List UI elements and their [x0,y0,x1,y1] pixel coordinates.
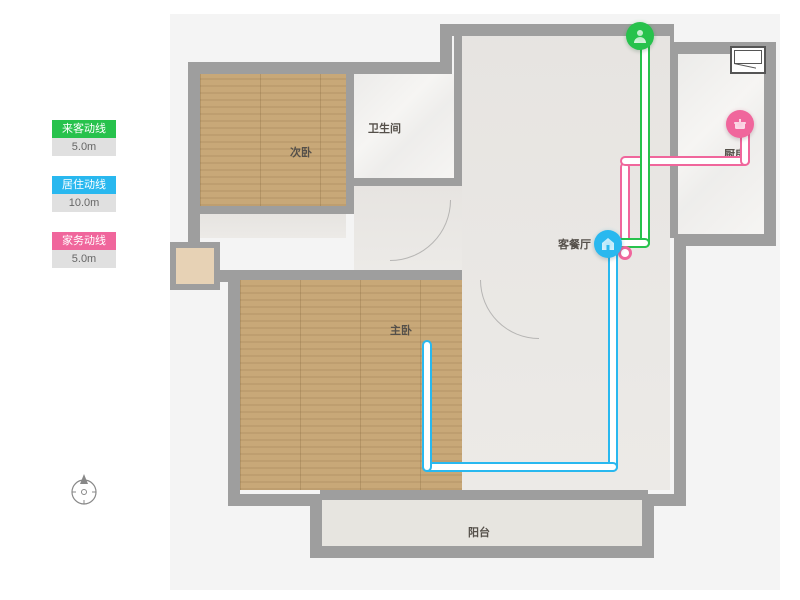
wall [670,54,678,238]
room-label-secondary-bedroom: 次卧 [290,144,312,160]
wall [674,234,686,504]
room-label-master-bedroom: 主卧 [390,322,412,338]
legend: 来客动线 5.0m 居住动线 10.0m 家务动线 5.0m [52,120,116,288]
room-kitchen: 厨房 [678,54,764,234]
legend-living-label: 居住动线 [52,176,116,194]
legend-housework-label: 家务动线 [52,232,116,250]
flow-guest [640,34,650,248]
wall [310,546,654,558]
room-master-bedroom: 主卧 [240,280,470,490]
legend-living-value: 10.0m [52,194,116,212]
legend-guest-value: 5.0m [52,138,116,156]
room-bathroom: 卫生间 [354,74,454,178]
pot-icon [726,110,754,138]
wall [188,206,354,214]
wall [228,270,240,506]
floorplan-canvas: 来客动线 5.0m 居住动线 10.0m 家务动线 5.0m [0,0,800,600]
compass-icon [68,470,100,506]
room-hallway-2 [200,214,346,238]
wall [228,494,322,506]
legend-guest-label: 来客动线 [52,120,116,138]
room-secondary-bedroom: 次卧 [200,74,346,206]
wall [674,234,776,246]
flow-living [422,340,432,472]
legend-housework: 家务动线 5.0m [52,232,116,268]
house-icon [594,230,622,258]
wall [320,490,648,500]
legend-living: 居住动线 10.0m [52,176,116,212]
room-balcony: 阳台 [322,500,642,546]
flow-living [608,242,618,472]
wall [454,36,462,186]
legend-housework-value: 5.0m [52,250,116,268]
floorplan: 次卧 卫生间 主卧 客餐厅 厨房 阳台 [170,14,780,590]
flow-living [422,462,618,472]
room-label-balcony: 阳台 [468,524,490,540]
wall-nook [170,242,220,290]
window-icon [730,46,766,74]
legend-guest: 来客动线 5.0m [52,120,116,156]
wall [346,178,462,186]
room-label-bathroom: 卫生间 [368,120,401,136]
room-label-living-dining: 客餐厅 [558,236,591,252]
wall [238,270,478,280]
wall [188,62,448,74]
person-icon [626,22,654,50]
wall [346,74,354,212]
room-living-dining: 客餐厅 [462,36,670,490]
